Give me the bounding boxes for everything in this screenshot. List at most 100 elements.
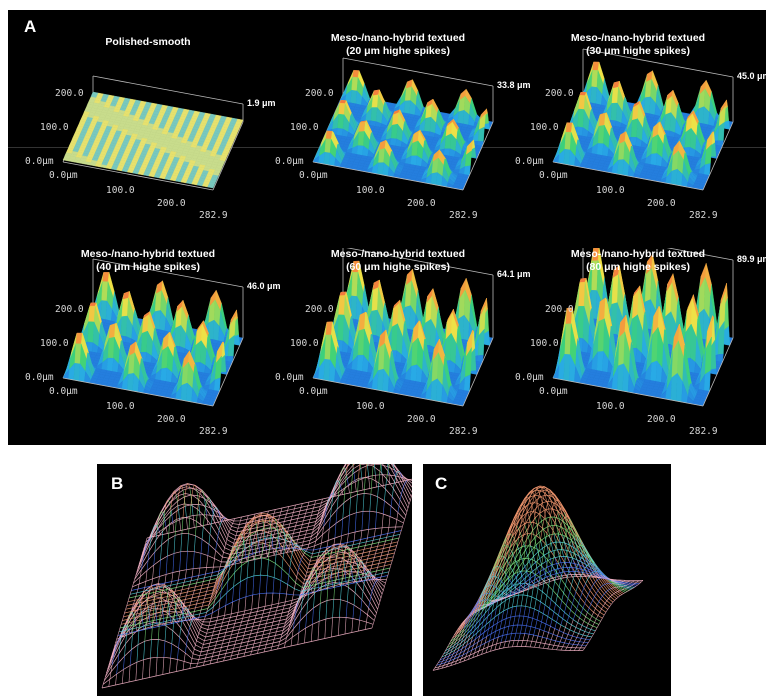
surface-mesh — [552, 61, 734, 191]
panel-c-mesh-rendering: C — [423, 464, 671, 696]
mesh-surface-multi-spike — [101, 464, 412, 689]
profile-plot-polished-smooth: Polished-smooth 200.0 100.0 0.0μm 0.0μm 100.… — [23, 32, 276, 242]
axis-frame-line — [552, 161, 704, 191]
axis-frame-line — [212, 337, 244, 407]
surface-plot-canvas — [62, 75, 244, 191]
surface-plot-canvas — [62, 258, 244, 407]
x-tick-label: 282.9 — [199, 426, 228, 437]
profile-plot-60um-spikes: Meso-/nano-hybrid textued (60 μm highe s… — [273, 248, 531, 445]
y-tick-label: 200.0 — [305, 88, 334, 99]
x-tick-label: 100.0 — [596, 184, 625, 196]
y-tick-label: 0.0μm — [275, 372, 304, 383]
panel-letter-b: B — [111, 474, 124, 493]
profile-plot-20um-spikes: Meso-/nano-hybrid textued (20 μm highe s… — [273, 32, 531, 242]
x-tick-label: 282.9 — [449, 426, 478, 437]
x-tick-label: 0.0μm — [539, 170, 568, 181]
y-tick-label: 100.0 — [40, 338, 69, 349]
y-tick-label: 200.0 — [55, 304, 84, 315]
y-tick-label: 0.0μm — [515, 372, 544, 383]
y-tick-label: 200.0 — [545, 304, 574, 315]
panel-letter-a: A — [24, 17, 37, 36]
y-tick-label: 0.0μm — [515, 156, 544, 167]
x-tick-label: 200.0 — [407, 414, 436, 426]
x-tick-label: 282.9 — [689, 426, 718, 437]
plot-title: Meso-/nano-hybrid textued (20 μm highe s… — [273, 32, 523, 58]
x-tick-label: 100.0 — [596, 400, 625, 412]
surface-mesh — [552, 248, 734, 407]
axis-frame-line — [462, 337, 494, 407]
y-tick-label: 0.0μm — [275, 156, 304, 167]
z-max-label: 1.9 μm — [247, 98, 276, 108]
surface-plot-canvas — [312, 57, 494, 191]
plot-title-line1: Polished-smooth — [105, 36, 191, 48]
x-tick-label: 0.0μm — [49, 170, 78, 181]
plot-title-line1: Meso-/nano-hybrid textued — [80, 248, 216, 260]
x-tick-label: 100.0 — [106, 184, 135, 196]
y-tick-label: 200.0 — [55, 88, 84, 99]
axis-frame-line — [702, 121, 734, 191]
plot-title: Meso-/nano-hybrid textued (80 μm highe s… — [513, 248, 763, 274]
wireframe-lines — [101, 464, 412, 689]
plot-title-line2: (40 μm highe spikes) — [96, 261, 200, 273]
x-tick-label: 200.0 — [157, 198, 186, 210]
x-tick-label: 0.0μm — [299, 170, 328, 181]
y-tick-label: 100.0 — [530, 122, 559, 133]
mesh-surface-single-spike — [432, 485, 644, 671]
plot-title-line1: Meso-/nano-hybrid textued — [570, 32, 706, 44]
x-tick-label: 282.9 — [199, 210, 228, 221]
axis-frame-line — [552, 377, 704, 407]
axis-frame-line — [62, 161, 214, 191]
x-tick-label: 200.0 — [647, 198, 676, 210]
y-tick-label: 200.0 — [305, 304, 334, 315]
x-tick-label: 0.0μm — [299, 386, 328, 397]
x-tick-label: 100.0 — [356, 400, 385, 412]
plot-title-line1: Meso-/nano-hybrid textued — [330, 32, 466, 44]
axis-frame-line — [312, 377, 464, 407]
axis-frame-line — [346, 248, 494, 276]
axis-frame-line — [342, 57, 494, 87]
y-tick-label: 100.0 — [530, 338, 559, 349]
panel-letter-c: C — [435, 474, 448, 493]
x-tick-label: 200.0 — [407, 198, 436, 210]
plot-title: Meso-/nano-hybrid textued (60 μm highe s… — [273, 248, 523, 274]
y-tick-label: 200.0 — [545, 88, 574, 99]
surface-plot-canvas — [552, 248, 734, 407]
x-tick-label: 100.0 — [106, 400, 135, 412]
profile-plot-40um-spikes: Meso-/nano-hybrid textued (40 μm highe s… — [23, 248, 281, 445]
profile-plot-30um-spikes: Meso-/nano-hybrid textued (30 μm highe s… — [513, 32, 766, 242]
z-max-label: 33.8 μm — [497, 80, 531, 90]
plot-title-line2: (30 μm highe spikes) — [586, 45, 690, 57]
axis-frame-line — [212, 121, 244, 191]
panel-a-surface-profiles: A Polished-smooth 200.0 100.0 0.0μm 0.0μm 10… — [8, 10, 766, 445]
x-tick-label: 100.0 — [356, 184, 385, 196]
plot-title-line2: (20 μm highe spikes) — [346, 45, 450, 57]
axis-frame-line — [582, 48, 734, 78]
y-tick-label: 100.0 — [40, 122, 69, 133]
x-tick-label: 282.9 — [449, 210, 478, 221]
axis-frame-line — [462, 121, 494, 191]
wireframe-lines — [432, 485, 644, 671]
y-tick-label: 100.0 — [290, 338, 319, 349]
surface-plot-canvas — [312, 248, 494, 407]
surface-mesh — [312, 260, 494, 407]
axis-frame-line — [92, 258, 244, 288]
x-tick-label: 0.0μm — [49, 386, 78, 397]
y-tick-label: 100.0 — [290, 122, 319, 133]
x-tick-label: 0.0μm — [539, 386, 568, 397]
surface-mesh — [62, 91, 244, 189]
plot-title-line1: Meso-/nano-hybrid textued — [570, 248, 706, 260]
z-max-label: 89.9 μm — [737, 254, 766, 264]
x-tick-label: 200.0 — [647, 414, 676, 426]
axis-frame-line — [702, 337, 734, 407]
surface-mesh — [312, 69, 494, 191]
panel-b-mesh-rendering: B — [97, 464, 412, 696]
plot-title-line1: Meso-/nano-hybrid textued — [330, 248, 466, 260]
axis-frame-line — [62, 377, 214, 407]
y-tick-label: 0.0μm — [25, 156, 54, 167]
plot-title: Polished-smooth — [23, 36, 273, 49]
z-max-label: 45.0 μm — [737, 71, 766, 81]
x-tick-label: 200.0 — [157, 414, 186, 426]
z-max-label: 64.1 μm — [497, 269, 531, 279]
axis-frame-line — [312, 161, 464, 191]
axis-frame-line — [92, 75, 244, 105]
